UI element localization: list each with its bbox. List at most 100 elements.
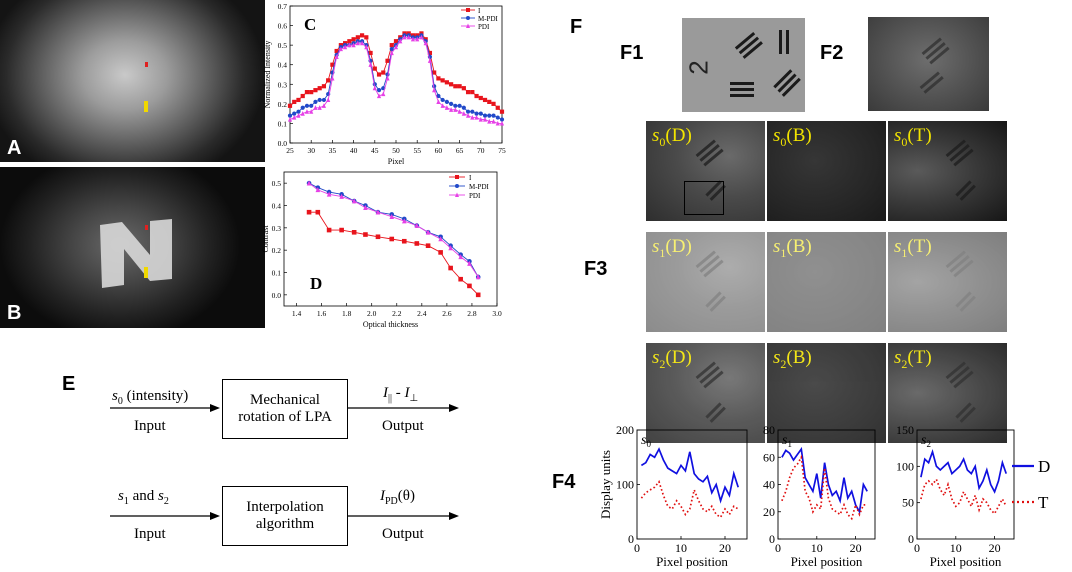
data-point <box>287 116 293 122</box>
f3-tile-label-sub: 1 <box>659 245 666 260</box>
data-point <box>326 227 332 233</box>
data-point <box>425 243 431 248</box>
data-point <box>343 44 348 50</box>
f3-target-bars <box>695 250 726 312</box>
letter-n-figure <box>100 219 172 288</box>
data-point <box>300 93 305 99</box>
f3-target-bars <box>945 139 976 201</box>
x-tick-label: 40 <box>350 146 358 155</box>
x-tick-label: 45 <box>371 146 379 155</box>
data-point <box>401 238 407 244</box>
legend-label: PDI <box>478 23 490 31</box>
y-tick-label: 80 <box>763 423 775 437</box>
data-point <box>389 43 394 48</box>
flow-row2-input-label: Input <box>134 526 166 542</box>
data-point <box>438 250 443 255</box>
y-tick-label: 100 <box>616 478 634 492</box>
x-tick-label: 0 <box>775 541 781 555</box>
series-T <box>920 477 1007 515</box>
data-point <box>330 75 335 81</box>
data-point <box>326 97 331 103</box>
series-I <box>306 209 481 298</box>
f3-tile-label-sub: 2 <box>659 356 666 371</box>
y-tick-label: 0.4 <box>278 61 288 70</box>
data-point <box>326 191 332 197</box>
x-tick-label: 2.2 <box>392 309 402 318</box>
data-point <box>375 234 381 240</box>
data-point <box>326 78 331 83</box>
data-point <box>389 236 395 242</box>
f3-roi-box <box>684 181 724 215</box>
x-tick-label: 3.0 <box>492 309 502 318</box>
subplot-title: s0 <box>641 433 651 449</box>
data-point <box>321 84 327 89</box>
x-tick-label: 10 <box>675 541 687 555</box>
data-point <box>309 103 314 108</box>
f3-tile-label: s2(T) <box>894 347 932 372</box>
flow-row2-output-label: Output <box>382 526 424 542</box>
data-point <box>467 283 472 289</box>
f4-legend: D T <box>1012 457 1050 512</box>
data-point <box>465 90 471 95</box>
chart-f4-s2: 0 10 20 0 50 100 150 Pixel position s2 <box>896 423 1015 569</box>
data-point <box>427 50 433 56</box>
flow-arrow <box>110 512 220 520</box>
data-point <box>458 276 463 282</box>
marker-red <box>145 62 148 67</box>
x-tick-label: 10 <box>950 541 962 555</box>
chart-c-normalized-intensity: 25 30 35 40 45 50 55 60 65 70 75 0.0 0.1 0.2 0.3 0.4 0.5… <box>263 2 506 166</box>
data-point <box>351 37 356 42</box>
data-point <box>478 95 483 101</box>
panel-label-f3: F3 <box>584 258 608 280</box>
data-point <box>436 93 441 99</box>
f3-tile: s1(B) <box>767 232 886 332</box>
data-point <box>296 97 301 103</box>
flow-row1-output-label: Output <box>382 418 424 434</box>
series-PDI <box>306 180 481 280</box>
data-point <box>499 120 505 126</box>
data-point <box>376 72 382 77</box>
plot-frame <box>636 429 748 540</box>
y-tick-label: 0 <box>908 532 914 546</box>
data-point <box>466 8 470 12</box>
f3-tile-label-sub: 1 <box>901 245 908 260</box>
data-point <box>406 34 411 40</box>
y-tick-label: 0.1 <box>272 269 282 278</box>
panel-label-f4: F4 <box>552 471 576 493</box>
data-point <box>425 229 431 235</box>
data-point <box>304 90 310 95</box>
flow-arrow <box>347 512 459 520</box>
panel-label-c: C <box>304 15 316 34</box>
data-point <box>482 116 488 122</box>
data-point <box>448 245 453 251</box>
f3-tile-label-var: s <box>652 347 660 368</box>
x-tick-label: 35 <box>329 146 337 155</box>
f3-tile-label-var: s <box>773 347 781 368</box>
data-point <box>444 105 449 110</box>
flow-box-interpolation: Interpolation algorithm <box>222 486 348 546</box>
f3-tile-label-var: s <box>652 236 660 257</box>
f3-tile-label-suffix: (D) <box>665 236 692 257</box>
f3-tile-label-suffix: (T) <box>907 347 932 368</box>
subplot-title: s2 <box>921 433 931 449</box>
data-point <box>402 34 407 40</box>
f3-tile: s1(T) <box>888 232 1007 332</box>
data-point <box>317 105 322 110</box>
data-point <box>313 99 318 104</box>
data-point <box>444 80 449 85</box>
y-tick-label: 0.2 <box>278 100 288 109</box>
data-point <box>455 184 459 188</box>
y-tick-label: 50 <box>902 496 914 510</box>
f3-tile-label-sub: 1 <box>780 245 787 260</box>
data-point <box>449 107 454 112</box>
data-point <box>474 111 479 116</box>
series-line <box>308 182 479 278</box>
y-tick-label: 0.4 <box>272 202 282 211</box>
data-point <box>306 209 312 215</box>
f3-target-bars <box>695 139 726 201</box>
data-point <box>499 117 505 122</box>
x-tick-label: 20 <box>850 541 862 555</box>
x-tick-label: 1.6 <box>317 309 327 318</box>
f3-tile-label-suffix: (B) <box>786 125 812 146</box>
series-line <box>309 211 479 296</box>
